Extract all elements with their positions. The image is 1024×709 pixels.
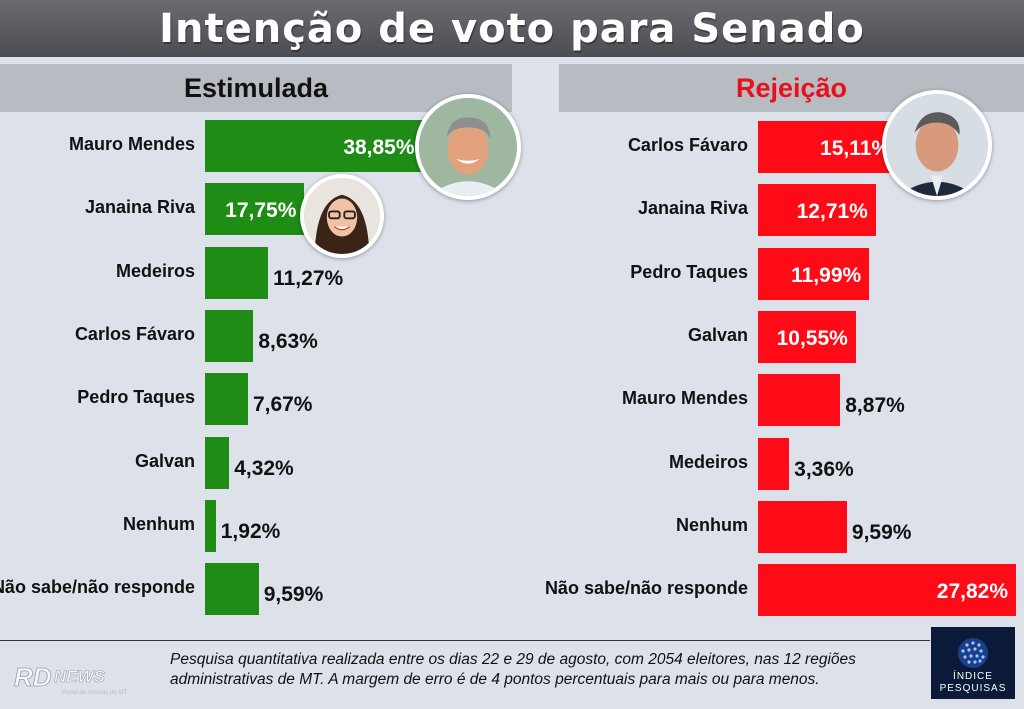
rejeicao-value-5: 3,36% (794, 457, 854, 481)
estimulada-label-5: Galvan (134, 450, 195, 471)
estimulada-bar-7 (205, 563, 259, 616)
rejeicao-value-1: 12,71% (796, 200, 868, 224)
rejeicao-label-7: Não sabe/não responde (544, 578, 748, 599)
rejeicao-label-6: Nenhum (676, 514, 748, 535)
indice-pesquisas-logo: ÍNDICE PESQUISAS (931, 627, 1015, 699)
indice-logo-line-1: ÍNDICE (953, 671, 993, 682)
estimulada-value-0: 38,85% (343, 136, 415, 159)
carlos-favaro-photo (882, 90, 992, 200)
footer-divider (0, 640, 930, 641)
rejeicao-bar-1 (758, 184, 876, 237)
footnote: Pesquisa quantitativa realizada entre os… (170, 650, 890, 690)
estimulada-value-6: 1,92% (220, 519, 281, 543)
estimulada-value-3: 8,63% (258, 329, 318, 353)
estimulada-bar-1 (205, 183, 305, 236)
svg-text:RD: RD (14, 662, 52, 692)
estimulada-value-4: 7,67% (252, 393, 313, 417)
mauro-mendes-photo (415, 94, 521, 200)
rejeicao-value-2: 11,99% (791, 263, 862, 287)
rejeicao-bar-6 (758, 500, 847, 553)
rejeicao-bar-2 (758, 247, 870, 300)
rejeicao-label-3: Galvan (687, 324, 748, 345)
estimulada-label-7: Não sabe/não responde (0, 577, 195, 598)
rejeicao-label-2: Pedro Taques (630, 261, 748, 282)
estimulada-bar-6 (205, 499, 216, 552)
rejeicao-label-4: Mauro Mendes (621, 388, 748, 409)
estimulada-label-0: Mauro Mendes (68, 134, 195, 154)
estimulada-bar-4 (205, 373, 248, 426)
title-bar: Intenção de voto para Senado (0, 0, 1024, 57)
estimulada-value-2: 11,27% (273, 266, 344, 290)
rejeicao-value-3: 10,55% (776, 326, 848, 350)
rejeicao-value-0: 15,11% (820, 137, 891, 160)
rejeicao-bar-3 (758, 310, 856, 363)
estimulada-title: Estimulada (183, 72, 329, 103)
rejeicao-bar-5 (758, 437, 790, 490)
rejeicao-value-6: 9,59% (851, 520, 912, 544)
footnote-line-1: Pesquisa quantitativa realizada entre os… (170, 651, 856, 668)
rejeicao-value-4: 8,87% (845, 394, 905, 418)
estimulada-label-2: Medeiros (115, 260, 195, 281)
rejeicao-label-5: Medeiros (668, 451, 748, 472)
page-title: Intenção de voto para Senado (159, 5, 865, 52)
estimulada-label-6: Nenhum (123, 513, 195, 534)
estimulada-value-5: 4,32% (234, 456, 294, 480)
estimulada-bar-2 (205, 246, 269, 299)
svg-text:Portal de notícias de MT: Portal de notícias de MT (62, 690, 128, 696)
estimulada-bar-3 (205, 309, 254, 362)
rejeicao-title: Rejeição (735, 72, 848, 103)
estimulada-label-1: Janaina Riva (84, 197, 195, 218)
estimulada-bar-5 (205, 436, 230, 489)
rd-news-logo: RD NEWS Portal de notícias de MT (12, 660, 137, 700)
janaina-riva-photo (300, 174, 384, 258)
footnote-line-2: administrativas de MT. A margem de erro … (170, 671, 820, 688)
rejeicao-bar-0 (758, 121, 899, 173)
estimulada-value-1: 17,75% (225, 199, 297, 223)
estimulada-bar-0 (205, 120, 423, 172)
estimulada-label-4: Pedro Taques (77, 387, 195, 408)
rejeicao-bar-4 (758, 374, 841, 427)
rejeicao-label-1: Janaina Riva (637, 198, 748, 219)
estimulada-header: Estimulada (0, 64, 512, 112)
globe-icon (958, 638, 988, 668)
rejeicao-bar-7 (758, 564, 1016, 617)
rejeicao-label-0: Carlos Fávaro (627, 135, 748, 155)
rejeicao-value-7: 27,82% (936, 580, 1008, 604)
indice-logo-line-2: PESQUISAS (939, 683, 1007, 694)
estimulada-label-3: Carlos Fávaro (74, 323, 195, 344)
estimulada-value-7: 9,59% (263, 583, 324, 607)
svg-text:NEWS: NEWS (54, 667, 106, 686)
